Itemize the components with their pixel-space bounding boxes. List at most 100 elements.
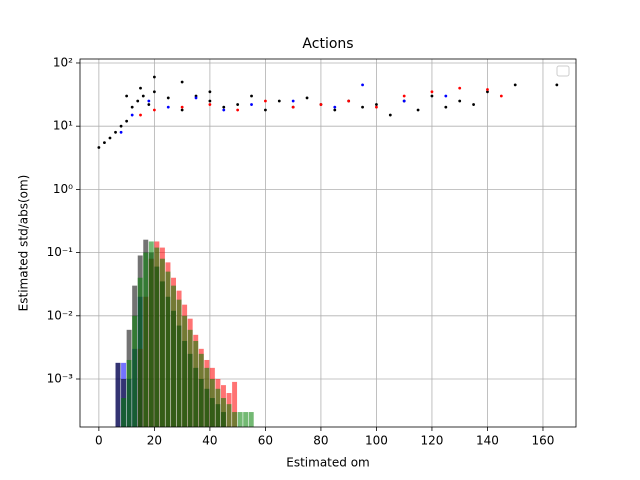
scatter-point xyxy=(141,94,145,98)
scatter-point xyxy=(444,105,448,109)
histogram-bar xyxy=(193,340,199,427)
histogram-bar xyxy=(182,315,188,427)
axes-frame xyxy=(79,58,577,428)
y-tick-label: 10⁰ xyxy=(53,182,73,196)
histogram-bar xyxy=(221,398,226,427)
histogram-bar xyxy=(159,258,165,427)
scatter-point xyxy=(130,113,134,117)
scatter-point xyxy=(486,88,489,91)
histogram-bar xyxy=(143,252,149,427)
scatter-point xyxy=(375,105,378,109)
histogram-bar xyxy=(176,299,182,427)
scatter-point xyxy=(208,99,212,103)
scatter-point xyxy=(194,96,198,100)
scatter-point xyxy=(264,99,267,103)
scatter-point xyxy=(236,103,240,106)
histogram-bar xyxy=(232,381,238,427)
scatter-point xyxy=(166,96,170,100)
x-tick-label: 160 xyxy=(532,434,555,448)
scatter-point xyxy=(402,99,406,103)
histogram-bar xyxy=(115,362,121,427)
histogram-bar xyxy=(187,329,193,427)
scatter-point xyxy=(166,105,170,109)
x-tick-label: 60 xyxy=(258,434,273,448)
histogram-bar xyxy=(215,388,221,427)
x-axis-label: Estimated om xyxy=(286,456,369,470)
scatter-point xyxy=(180,108,184,112)
histogram-bar xyxy=(209,378,215,427)
scatter-point xyxy=(513,83,517,87)
scatter-point xyxy=(236,108,240,112)
plot-area xyxy=(80,59,576,427)
scatter-point xyxy=(139,86,142,90)
scatter-point xyxy=(402,94,406,98)
scatter-point xyxy=(152,90,156,94)
scatter-point xyxy=(375,103,378,106)
x-tick-label: 20 xyxy=(147,434,162,448)
x-tick-label: 120 xyxy=(420,434,443,448)
scatter-point xyxy=(291,99,295,103)
scatter-point xyxy=(130,105,134,109)
histogram-bar xyxy=(132,315,138,427)
scatter-point xyxy=(347,99,351,103)
y-tick-label: 10⁻¹ xyxy=(47,245,74,259)
scatter-point xyxy=(136,99,140,103)
scatter-point xyxy=(361,83,364,87)
scatter-point xyxy=(458,99,462,103)
chart-title: Actions xyxy=(302,36,353,52)
scatter-point xyxy=(97,146,101,149)
histogram-bar xyxy=(148,241,154,427)
histogram-bar xyxy=(198,353,204,427)
scatter-point xyxy=(486,90,489,94)
scatter-point xyxy=(555,83,559,87)
scatter-point xyxy=(147,99,151,103)
scatter-point xyxy=(119,130,123,134)
y-tick-label: 10⁻³ xyxy=(47,371,74,385)
scatter-point xyxy=(125,94,129,98)
histogram-bar xyxy=(232,412,238,427)
histogram-bar xyxy=(226,404,232,427)
scatter-point xyxy=(222,108,226,112)
scatter-point xyxy=(139,113,142,117)
scatter-point xyxy=(208,103,212,106)
histogram-bar xyxy=(126,359,132,427)
scatter-point xyxy=(180,80,184,84)
x-tick-label: 40 xyxy=(202,434,217,448)
histogram-bar xyxy=(237,412,243,427)
scatter-point xyxy=(430,94,434,98)
scatter-point xyxy=(499,94,503,98)
histogram-bar xyxy=(165,271,171,427)
y-axis-label: Estimated std/abs(om) xyxy=(17,175,31,312)
scatter-point xyxy=(103,141,106,144)
scatter-point xyxy=(430,90,434,94)
histogram-bar xyxy=(137,277,143,427)
scatter-point xyxy=(119,124,123,128)
scatter-point xyxy=(333,108,337,112)
scatter-point xyxy=(416,108,420,112)
scatter-point xyxy=(458,86,462,90)
scatter-point xyxy=(319,103,323,106)
histogram-bar xyxy=(248,412,254,427)
scatter-point xyxy=(152,75,156,79)
y-tick-label: 10¹ xyxy=(53,119,73,133)
y-tick-label: 10⁻² xyxy=(47,308,74,322)
scatter-point xyxy=(388,113,392,117)
scatter-point xyxy=(250,103,253,106)
histogram-bar xyxy=(154,247,160,427)
scatter-point xyxy=(361,105,364,109)
scatter-point xyxy=(125,119,129,123)
scatter-point xyxy=(114,130,117,134)
x-tick-label: 0 xyxy=(95,434,103,448)
x-tick-label: 80 xyxy=(313,434,328,448)
scatter-point xyxy=(108,136,112,140)
y-tick-label: 10² xyxy=(53,55,73,69)
scatter-point xyxy=(208,90,212,94)
scatter-point xyxy=(222,105,226,109)
scatter-point xyxy=(444,94,448,98)
histogram-bar xyxy=(243,412,249,427)
histogram-bar xyxy=(171,285,176,427)
scatter-point xyxy=(291,105,295,109)
x-tick-label: 100 xyxy=(365,434,388,448)
